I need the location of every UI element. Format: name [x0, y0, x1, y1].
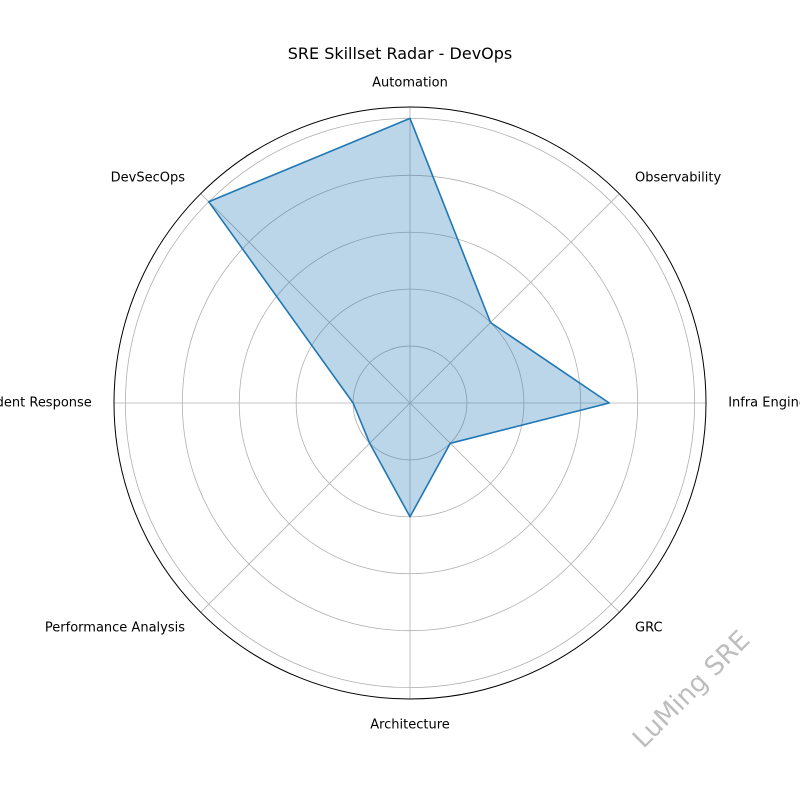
axis-label-8: DevSecOps: [111, 171, 186, 186]
series-area-1: [208, 118, 610, 517]
grid-spoke-6: [200, 402, 411, 613]
axis-labels: Automation Observability Infra Engineering…: [0, 75, 800, 732]
data-layer: [207, 117, 611, 518]
polar-frame: [113, 106, 707, 700]
axis-label-5: Architecture: [370, 718, 450, 733]
axis-label-2: Observability: [635, 171, 721, 186]
grid-spoke-4: [409, 402, 620, 613]
axis-label-1: Automation: [372, 75, 448, 90]
axis-label-6: Performance Analysis: [45, 621, 185, 636]
grid-spoke-8: [200, 193, 411, 404]
chart-title: SRE Skillset Radar - DevOps: [287, 44, 513, 63]
axis-label-3: Infra Engineering: [728, 396, 800, 411]
axis-label-7: Incident Response: [0, 396, 92, 411]
watermark-text: LuMing SRE: [627, 625, 756, 754]
axis-label-4: GRC: [635, 621, 663, 636]
grid-spoke-2: [409, 193, 620, 404]
grid-layer: [113, 106, 707, 700]
series-line-1: [207, 117, 611, 518]
